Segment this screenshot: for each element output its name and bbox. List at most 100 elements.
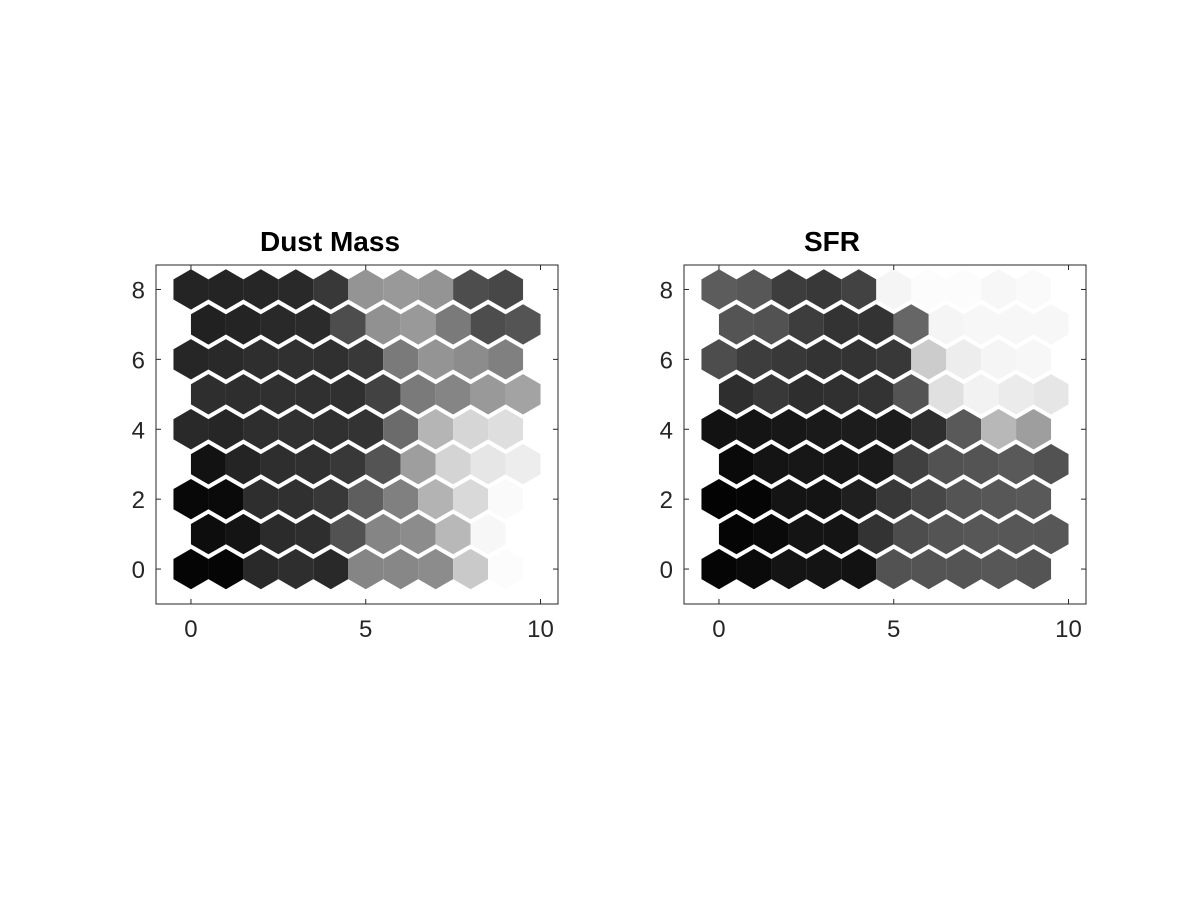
y-tick-label: 6: [660, 347, 673, 374]
hex-cell: [488, 269, 524, 310]
hex-cell: [295, 513, 331, 555]
hex-cell: [453, 269, 489, 310]
hex-cell: [260, 444, 296, 485]
hex-cell: [998, 374, 1034, 415]
hex-cell: [295, 374, 331, 415]
hex-cell: [858, 444, 894, 485]
hex-cell: [928, 374, 964, 415]
hex-cell: [823, 513, 859, 555]
hex-cell: [911, 478, 947, 520]
hex-cell: [208, 478, 244, 520]
hex-cell: [876, 409, 912, 450]
hex-cell: [173, 269, 209, 310]
hex-cell: [753, 374, 789, 415]
hex-cell: [243, 478, 279, 520]
hex-cell: [963, 513, 999, 555]
hex-cell: [736, 478, 772, 520]
hex-cell: [208, 548, 244, 590]
hex-cell: [418, 409, 454, 450]
hex-cell: [963, 374, 999, 415]
hex-cell: [858, 374, 894, 415]
axes-frame: [155, 264, 559, 605]
hex-cell: [383, 409, 419, 450]
hex-cell: [841, 339, 877, 380]
hex-cell: [243, 548, 279, 590]
y-tick-label: 8: [132, 277, 145, 304]
y-tick-label: 4: [132, 417, 145, 444]
hex-cell: [225, 304, 261, 345]
hex-cell: [173, 409, 209, 450]
hex-cell: [470, 304, 506, 345]
hex-cell: [278, 339, 314, 380]
y-tick-label: 4: [660, 417, 673, 444]
hex-cell: [928, 513, 964, 555]
hex-cell: [435, 513, 471, 555]
hex-cell: [981, 269, 1017, 310]
hex-cell: [771, 269, 807, 310]
hex-cell: [383, 269, 419, 310]
hex-cell: [435, 444, 471, 485]
hex-cell: [260, 304, 296, 345]
hex-cell: [190, 304, 226, 345]
hex-cell: [330, 374, 366, 415]
hex-cell: [858, 304, 894, 345]
hex-cell: [998, 513, 1034, 555]
hex-cell: [981, 478, 1017, 520]
hex-cell: [946, 409, 982, 450]
hex-cell: [190, 513, 226, 555]
hex-cell: [225, 513, 261, 555]
hex-cell: [470, 513, 506, 555]
hex-cell: [1033, 513, 1069, 555]
hex-cell: [365, 304, 401, 345]
hex-cell: [278, 478, 314, 520]
hex-cell: [771, 339, 807, 380]
axes-frame: [683, 264, 1087, 605]
hex-cell: [243, 409, 279, 450]
x-tick-label: 10: [527, 616, 554, 643]
y-tick-label: 0: [660, 557, 673, 584]
hex-cell: [400, 304, 436, 345]
hex-cell: [243, 269, 279, 310]
x-tick-label: 5: [359, 616, 372, 643]
hex-cell: [928, 304, 964, 345]
hex-cell: [893, 304, 929, 345]
panel-title: Dust Mass: [260, 226, 400, 257]
hex-cell: [470, 444, 506, 485]
hex-cell: [823, 304, 859, 345]
hex-cell: [260, 374, 296, 415]
hex-cell: [173, 548, 209, 590]
x-tick-label: 0: [712, 616, 725, 643]
hex-cell: [753, 304, 789, 345]
hex-cell: [453, 339, 489, 380]
hex-cell: [981, 548, 1017, 590]
hex-cell: [701, 409, 737, 450]
hex-cell: [806, 339, 842, 380]
hex-cell: [1033, 304, 1069, 345]
hex-cell: [841, 269, 877, 310]
hex-cell: [190, 444, 226, 485]
hex-cell: [946, 548, 982, 590]
hex-cell: [806, 548, 842, 590]
hex-cell: [701, 478, 737, 520]
hex-cell: [313, 339, 349, 380]
hex-cell: [225, 444, 261, 485]
x-tick-label: 10: [1055, 616, 1082, 643]
hex-cell: [400, 513, 436, 555]
hex-cell: [1016, 339, 1052, 380]
hex-cell: [260, 513, 296, 555]
hex-cell: [753, 513, 789, 555]
hex-cell: [736, 409, 772, 450]
hex-cell: [1016, 269, 1052, 310]
y-tick-label: 0: [132, 557, 145, 584]
hex-cell: [1016, 548, 1052, 590]
hex-cell: [348, 548, 384, 590]
hex-cell: [771, 548, 807, 590]
hex-cell: [505, 304, 541, 345]
hex-cell: [348, 339, 384, 380]
hex-cell: [400, 374, 436, 415]
hex-cell: [701, 269, 737, 310]
hex-cell: [365, 374, 401, 415]
hex-cell: [295, 444, 331, 485]
hex-cell: [348, 269, 384, 310]
y-tick-label: 2: [132, 487, 145, 514]
